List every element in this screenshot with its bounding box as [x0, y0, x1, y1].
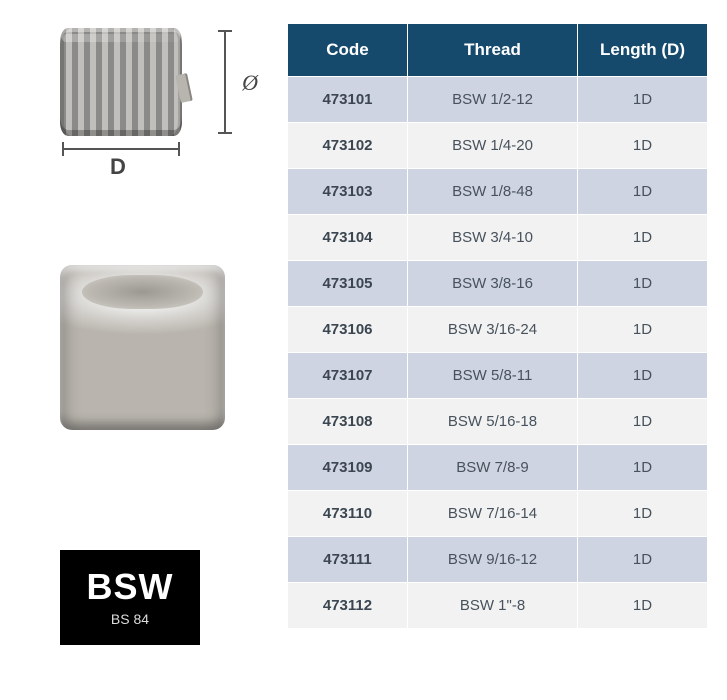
spec-table-body: 473101BSW 1/2-121D473102BSW 1/4-201D4731… — [288, 77, 708, 629]
length-dimension-line — [62, 148, 180, 150]
diameter-cap-top — [218, 30, 232, 32]
cell-length: 1D — [578, 215, 708, 261]
cell-code: 473108 — [288, 399, 408, 445]
cell-length: 1D — [578, 583, 708, 629]
cell-thread: BSW 7/8-9 — [408, 445, 578, 491]
tang-icon — [175, 73, 193, 103]
length-cap-left — [62, 142, 64, 156]
table-row: 473106BSW 3/16-241D — [288, 307, 708, 353]
length-cap-right — [178, 142, 180, 156]
col-header-length: Length (D) — [578, 24, 708, 77]
table-row: 473107BSW 5/8-111D — [288, 353, 708, 399]
cell-length: 1D — [578, 537, 708, 583]
cell-code: 473106 — [288, 307, 408, 353]
table-header-row: Code Thread Length (D) — [288, 24, 708, 77]
cell-length: 1D — [578, 77, 708, 123]
left-column: Ø D BSW BS 84 — [30, 20, 270, 680]
diameter-cap-bot — [218, 132, 232, 134]
cell-code: 473104 — [288, 215, 408, 261]
cell-length: 1D — [578, 169, 708, 215]
col-header-code: Code — [288, 24, 408, 77]
cell-code: 473111 — [288, 537, 408, 583]
page: Ø D BSW BS 84 Code Thread L — [0, 0, 727, 700]
cell-code: 473103 — [288, 169, 408, 215]
cell-length: 1D — [578, 123, 708, 169]
cell-thread: BSW 9/16-12 — [408, 537, 578, 583]
bsw-badge-subtitle: BS 84 — [111, 611, 149, 627]
thread-insert-icon — [60, 28, 182, 136]
cell-thread: BSW 7/16-14 — [408, 491, 578, 537]
length-label: D — [110, 154, 126, 180]
cell-length: 1D — [578, 399, 708, 445]
insert-diagram: Ø D — [40, 20, 240, 180]
table-row: 473105BSW 3/8-161D — [288, 261, 708, 307]
cell-code: 473112 — [288, 583, 408, 629]
spec-table: Code Thread Length (D) 473101BSW 1/2-121… — [287, 23, 708, 629]
cell-length: 1D — [578, 353, 708, 399]
diameter-symbol: Ø — [242, 70, 258, 96]
table-row: 473112BSW 1"-81D — [288, 583, 708, 629]
cell-length: 1D — [578, 261, 708, 307]
coil-photo-icon — [60, 265, 225, 430]
bsw-badge-title: BSW — [87, 569, 174, 605]
col-header-thread: Thread — [408, 24, 578, 77]
table-row: 473101BSW 1/2-121D — [288, 77, 708, 123]
cell-code: 473102 — [288, 123, 408, 169]
cell-length: 1D — [578, 491, 708, 537]
cell-thread: BSW 1/2-12 — [408, 77, 578, 123]
spec-table-wrap: Code Thread Length (D) 473101BSW 1/2-121… — [287, 23, 707, 629]
cell-thread: BSW 1"-8 — [408, 583, 578, 629]
cell-code: 473110 — [288, 491, 408, 537]
cell-thread: BSW 1/4-20 — [408, 123, 578, 169]
cell-length: 1D — [578, 445, 708, 491]
table-row: 473108BSW 5/16-181D — [288, 399, 708, 445]
cell-thread: BSW 3/4-10 — [408, 215, 578, 261]
cell-thread: BSW 5/8-11 — [408, 353, 578, 399]
table-row: 473102BSW 1/4-201D — [288, 123, 708, 169]
cell-code: 473101 — [288, 77, 408, 123]
cell-length: 1D — [578, 307, 708, 353]
cell-code: 473107 — [288, 353, 408, 399]
table-row: 473110BSW 7/16-141D — [288, 491, 708, 537]
table-row: 473104BSW 3/4-101D — [288, 215, 708, 261]
table-row: 473109BSW 7/8-91D — [288, 445, 708, 491]
bsw-badge: BSW BS 84 — [60, 550, 200, 645]
cell-thread: BSW 5/16-18 — [408, 399, 578, 445]
cell-thread: BSW 3/16-24 — [408, 307, 578, 353]
cell-thread: BSW 1/8-48 — [408, 169, 578, 215]
cell-code: 473105 — [288, 261, 408, 307]
cell-thread: BSW 3/8-16 — [408, 261, 578, 307]
cell-code: 473109 — [288, 445, 408, 491]
diameter-dimension-line — [224, 30, 226, 134]
table-row: 473111BSW 9/16-121D — [288, 537, 708, 583]
table-row: 473103BSW 1/8-481D — [288, 169, 708, 215]
